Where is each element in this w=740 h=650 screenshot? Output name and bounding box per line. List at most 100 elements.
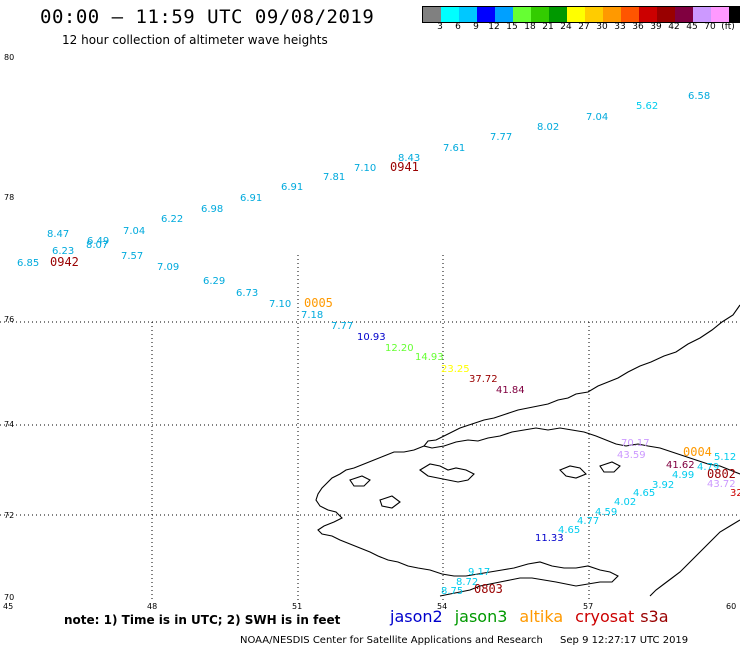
pass-time-label: 0803 [474,582,503,596]
wave-height-label: 6.49 [87,236,110,247]
color-swatch [495,7,513,22]
wave-height-label: 4.65 [633,488,656,499]
latitude-tick: 72 [4,511,15,520]
wave-height-label: 4.79 [697,462,720,473]
wave-height-label: 43.59 [617,450,646,461]
legend-jason2: jason2 [390,607,443,626]
color-swatch [459,7,477,22]
map-title: 00:00 – 11:59 UTC 09/08/2019 [40,6,375,28]
color-scale-tick: 45 [686,22,698,32]
legend-s3a: s3a [640,607,669,626]
latitude-tick: 74 [4,420,15,429]
wave-height-label: 7.10 [354,163,377,174]
color-swatch [693,7,711,22]
wave-height-label: 8.47 [47,229,70,240]
color-scale-tick: 36 [632,22,644,32]
color-scale-tick: 15 [506,22,518,32]
wave-height-label: 7.18 [301,310,324,321]
wave-height-label: 6.98 [201,204,224,215]
legend-cryosat: cryosat [575,607,635,626]
color-swatch [675,7,693,22]
pass-time-label: 0004 [683,445,712,459]
lat-lon-grid [0,255,740,600]
color-scale-tick: 6 [455,22,461,32]
map-subtitle: 12 hour collection of altimeter wave hei… [62,33,328,47]
color-scale-tick: 21 [542,22,554,32]
color-scale-tick: (ft) [721,22,735,32]
wave-height-label: 4.59 [595,507,618,518]
wave-height-label: 8.75 [441,586,464,597]
wave-height-label: 6.23 [52,246,75,257]
wave-height-label: 37.72 [469,374,498,385]
wave-height-label: 8.07 [86,240,109,251]
wave-height-label: 7.09 [157,262,180,273]
wave-height-label: 6.29 [203,276,226,287]
wave-height-label: 5.62 [636,101,659,112]
wave-height-label: 9.17 [468,567,491,578]
color-scale-tick: 3 [437,22,443,32]
color-scale-tick: 12 [488,22,500,32]
wave-height-label: 32 [730,488,740,499]
greenland-coast-south [315,445,619,597]
wave-height-label: 7.81 [323,172,346,183]
wave-height-label: 8.02 [537,122,560,133]
color-swatch [477,7,495,22]
wave-height-label: 7.10 [269,299,292,310]
wave-height-label: 41.62 [666,460,695,471]
latitude-tick: 80 [4,53,15,62]
longitude-tick: 60 [726,602,737,611]
wave-height-label: 6.85 [17,258,40,269]
greenland-coast-north [423,304,740,475]
wave-height-label: 3.92 [652,480,675,491]
legend-jason3: jason3 [454,607,508,626]
wave-height-label: 6.91 [281,182,304,193]
color-scale-tick: 70 [704,22,716,32]
longitude-tick: 57 [583,602,594,611]
color-swatch [711,7,729,22]
color-scale-tick: 24 [560,22,572,32]
wave-height-label: 7.04 [123,226,146,237]
longitude-tick: 54 [437,602,448,611]
latitude-tick: 78 [4,193,15,202]
wave-height-label: 4.02 [614,497,637,508]
novaya-zemlya-coast [649,519,740,597]
color-swatch [423,7,441,22]
color-scale-tick: 18 [524,22,536,32]
wave-height-label: 6.58 [688,91,711,102]
satellite-legend: jason2 jason3 altika cryosat s3a [390,607,681,626]
wave-height-label: 70.17 [621,438,650,449]
color-swatch [639,7,657,22]
latitude-tick: 76 [4,315,15,324]
color-swatch [441,7,459,22]
wave-height-label: 6.73 [236,288,259,299]
legend-altika: altika [519,607,564,626]
longitude-tick: 45 [3,602,14,611]
color-swatch [567,7,585,22]
longitude-tick: 48 [147,602,158,611]
generated-timestamp: Sep 9 12:27:17 UTC 2019 [560,635,689,646]
wave-height-label: 8.72 [456,577,479,588]
color-swatch [513,7,531,22]
credit-footer: NOAA/NESDIS Center for Satellite Applica… [240,635,688,646]
wave-height-label: 8.43 [398,153,421,164]
units-note: note: 1) Time is in UTC; 2) SWH is in fe… [64,613,341,627]
wave-height-label: 43.72 [707,479,736,490]
wave-height-label: 4.99 [672,470,695,481]
wave-height-label: 5.12 [714,452,737,463]
color-scale-bar [422,6,740,23]
wave-height-label: 4.65 [558,525,581,536]
wave-height-label: 7.77 [331,321,354,332]
pass-time-label: 0005 [304,296,333,310]
pass-time-label: 0802 [707,467,736,481]
color-swatch [657,7,675,22]
wave-height-label: 7.04 [586,112,609,123]
color-scale-tick: 33 [614,22,626,32]
wave-height-label: 10.93 [357,332,386,343]
color-scale-tick: 30 [596,22,608,32]
color-scale-tick: 42 [668,22,680,32]
credit-text: NOAA/NESDIS Center for Satellite Applica… [240,635,543,646]
wave-height-label: 14.93 [415,352,444,363]
wave-height-label: 6.91 [240,193,263,204]
wave-height-label: 41.84 [496,385,525,396]
